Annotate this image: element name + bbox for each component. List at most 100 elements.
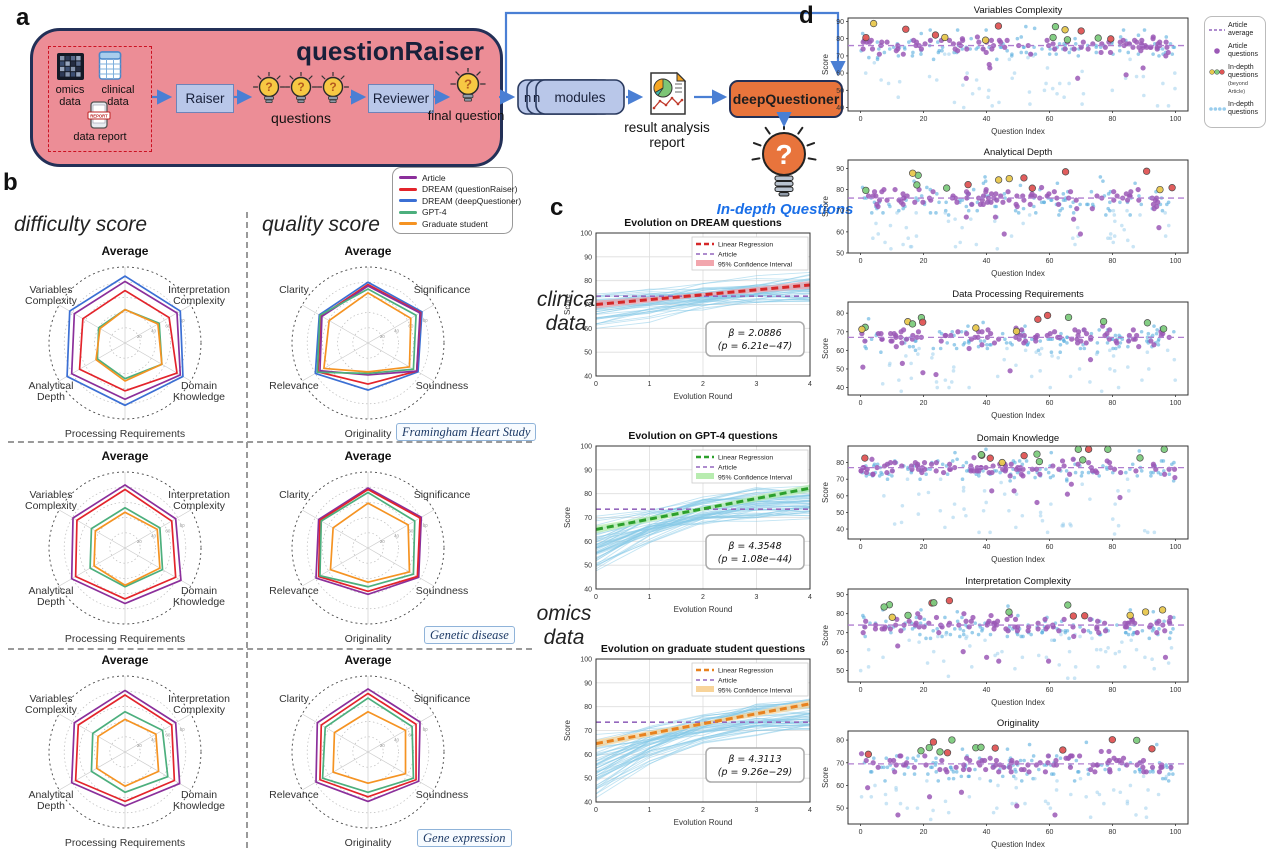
divider-vertical [246,212,248,848]
svg-text:100: 100 [1170,400,1182,407]
svg-text:100: 100 [1170,116,1182,123]
svg-text:Question Index: Question Index [991,698,1045,707]
svg-text:Article: Article [718,678,737,685]
svg-text:0: 0 [859,687,863,694]
svg-text:100: 100 [580,444,592,451]
svg-text:4: 4 [808,807,812,814]
radar-difficulty-framingham: 20 40 60 80 Average Interpretation Complexity D… [6,236,244,448]
svg-text:80: 80 [180,727,186,732]
svg-text:Processing Requirements: Processing Requirements [65,428,185,440]
svg-text:Question Index: Question Index [991,269,1045,278]
svg-text:Interpretation: Interpretation [168,284,230,296]
svg-text:80: 80 [1109,687,1117,694]
svg-text:60: 60 [836,71,844,78]
svg-text:Linear Regression: Linear Regression [718,668,773,675]
svg-text:40: 40 [151,738,157,743]
svg-text:60: 60 [1046,258,1054,265]
svg-text:60: 60 [584,326,592,333]
svg-text:Evolution on DREAM questions: Evolution on DREAM questions [624,217,782,229]
result-analysis-report-icon [650,71,687,115]
svg-text:Domain Knowledge: Domain Knowledge [977,433,1059,444]
svg-text:Analytical: Analytical [28,585,73,597]
svg-text:Complexity: Complexity [25,704,78,716]
svg-text:40: 40 [983,544,991,551]
sleg-beyond-article: In-depth questions (beyond Article) [1208,64,1262,96]
svg-text:3: 3 [755,381,759,388]
evolution-chart-dream: 40 50 60 70 80 90 100 0 1 2 3 4 Evolution on DREAM q… [560,216,818,414]
svg-text:40: 40 [584,587,592,594]
svg-text:1: 1 [648,381,652,388]
final-question-label: final question [427,108,505,123]
svg-text:1: 1 [648,807,652,814]
gpt4-swatch [399,210,417,214]
dataset-tag-gene-expr: Gene expression [417,829,512,847]
svg-text:100: 100 [580,231,592,238]
svg-text:20: 20 [920,544,928,551]
svg-text:50: 50 [836,88,844,95]
omics-data-label: omics data [55,84,85,108]
svg-text:Originality: Originality [345,837,392,849]
svg-text:β = 4.3548: β = 4.3548 [727,541,781,552]
svg-text:40: 40 [983,400,991,407]
svg-text:70: 70 [836,53,844,60]
svg-text:80: 80 [180,318,186,323]
legend-item-article: Article [399,172,506,184]
svg-text:Domain: Domain [181,380,217,392]
svg-text:0: 0 [859,116,863,123]
svg-text:Originality: Originality [345,633,392,645]
svg-text:3: 3 [755,594,759,601]
svg-text:60: 60 [584,539,592,546]
modules-stack: n n modules [517,79,625,115]
svg-text:Average: Average [102,653,149,667]
svg-text:20: 20 [920,829,928,836]
svg-text:Score: Score [821,767,830,788]
svg-text:70: 70 [836,477,844,484]
svg-text:0: 0 [859,258,863,265]
radar-quality-framingham: 20 40 60 80 Average Significance Soundness Orig… [249,236,487,448]
radar-quality-genetic: 20 40 60 80 Average Significance Soundness Orig… [249,441,487,653]
svg-text:70: 70 [836,208,844,215]
scatter-originality: 50 60 70 80 0 20 40 60 80 100 Originality Question … [820,718,1198,859]
evolution-chart-grad: 40 50 60 70 80 90 100 0 1 2 3 4 Evolution on graduat… [560,642,818,840]
svg-text:80: 80 [1109,829,1117,836]
svg-text:Variables: Variables [29,693,72,705]
svg-text:Linear Regression: Linear Regression [718,242,773,249]
svg-text:0: 0 [859,829,863,836]
dream-qr-swatch [399,187,417,191]
svg-text:20: 20 [920,116,928,123]
clinical-data-label: clinical data [101,84,135,108]
svg-text:REPORT: REPORT [90,113,108,118]
dream-dq-swatch [399,199,417,203]
legend-item-dream-dq: DREAM (deepQuestioner) [399,195,521,207]
svg-text:Soundness: Soundness [416,380,469,392]
svg-text:80: 80 [180,523,186,528]
input-data-group [48,46,152,152]
data-report-icon: REPORT [87,101,111,129]
svg-text:60: 60 [408,732,414,737]
svg-text:Evolution on GPT-4 questions: Evolution on GPT-4 questions [628,430,777,442]
svg-text:90: 90 [836,166,844,173]
svg-text:Clarity: Clarity [279,489,310,501]
article-average-dash-icon [1208,22,1228,36]
svg-text:Score: Score [563,294,572,315]
svg-text:Evolution Round: Evolution Round [674,605,733,614]
svg-text:80: 80 [1109,544,1117,551]
svg-text:60: 60 [165,732,171,737]
svg-text:50: 50 [584,350,592,357]
svg-text:50: 50 [836,806,844,813]
svg-text:70: 70 [836,760,844,767]
svg-text:50: 50 [584,776,592,783]
svg-text:40: 40 [151,329,157,334]
svg-text:95% Confidence Interval: 95% Confidence Interval [718,262,793,269]
svg-text:60: 60 [408,528,414,533]
clinical-data-icon [98,51,122,80]
svg-text:40: 40 [394,738,400,743]
svg-text:80: 80 [584,278,592,285]
svg-text:0: 0 [594,807,598,814]
scatter-interpretation-complexity: 50 60 70 80 90 0 20 40 60 80 100 Interpretation Com… [820,576,1198,717]
svg-text:40: 40 [151,534,157,539]
svg-text:60: 60 [165,528,171,533]
svg-text:100: 100 [1170,687,1182,694]
svg-text:60: 60 [836,493,844,500]
